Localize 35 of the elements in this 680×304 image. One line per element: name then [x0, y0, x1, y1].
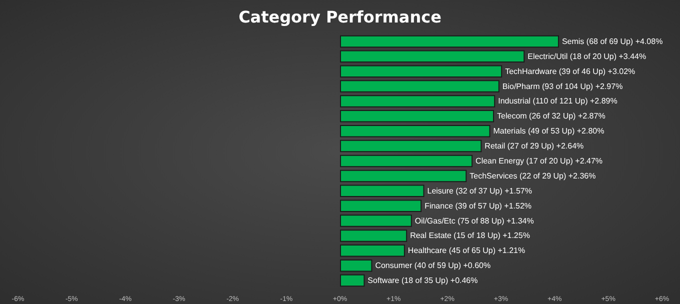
bar — [340, 65, 502, 78]
category-label: TechHardware (39 of 46 Up) +3.02% — [505, 66, 636, 76]
chart-title: Category Performance — [238, 8, 442, 26]
category-label: Bio/Pharm (93 of 104 Up) +2.97% — [502, 82, 623, 91]
bar — [340, 184, 424, 198]
category-label: Oil/Gas/Etc (75 of 88 Up) +1.34% — [414, 216, 534, 226]
bar — [340, 110, 494, 122]
bar — [340, 80, 500, 92]
category-label: Leisure (32 of 37 Up) +1.57% — [427, 186, 532, 196]
bar — [340, 124, 490, 138]
bar — [340, 50, 525, 63]
bar — [340, 214, 412, 227]
bar — [340, 140, 482, 152]
bar — [340, 154, 473, 168]
bar — [340, 274, 365, 287]
bar — [340, 95, 496, 108]
bar — [340, 170, 467, 182]
category-label: Industrial (110 of 121 Up) +2.89% — [498, 96, 618, 106]
bar — [340, 230, 408, 242]
category-label: Semis (68 of 69 Up) +4.08% — [562, 36, 663, 46]
bar — [340, 35, 559, 48]
category-label: TechServices (22 of 29 Up) +2.36% — [470, 171, 596, 180]
category-label: Finance (39 of 57 Up) +1.52% — [424, 201, 532, 210]
bar — [340, 200, 422, 212]
category-label: Telecom (26 of 32 Up) +2.87% — [497, 112, 606, 121]
bar — [340, 244, 405, 257]
category-label: Clean Energy (17 of 20 Up) +2.47% — [476, 156, 603, 166]
bar — [340, 259, 372, 272]
category-label: Retail (27 of 29 Up) +2.64% — [484, 142, 584, 151]
category-label: Consumer (40 of 59 Up) +0.60% — [375, 261, 491, 270]
category-label: Real Estate (15 of 18 Up) +1.25% — [410, 231, 530, 240]
category-label: Software (18 of 35 Up) +0.46% — [368, 276, 478, 286]
category-label: Electric/Util (18 of 20 Up) +3.44% — [528, 52, 646, 61]
category-label: Healthcare (45 of 65 Up) +1.21% — [408, 246, 526, 256]
category-label: Materials (49 of 53 Up) +2.80% — [493, 126, 604, 136]
